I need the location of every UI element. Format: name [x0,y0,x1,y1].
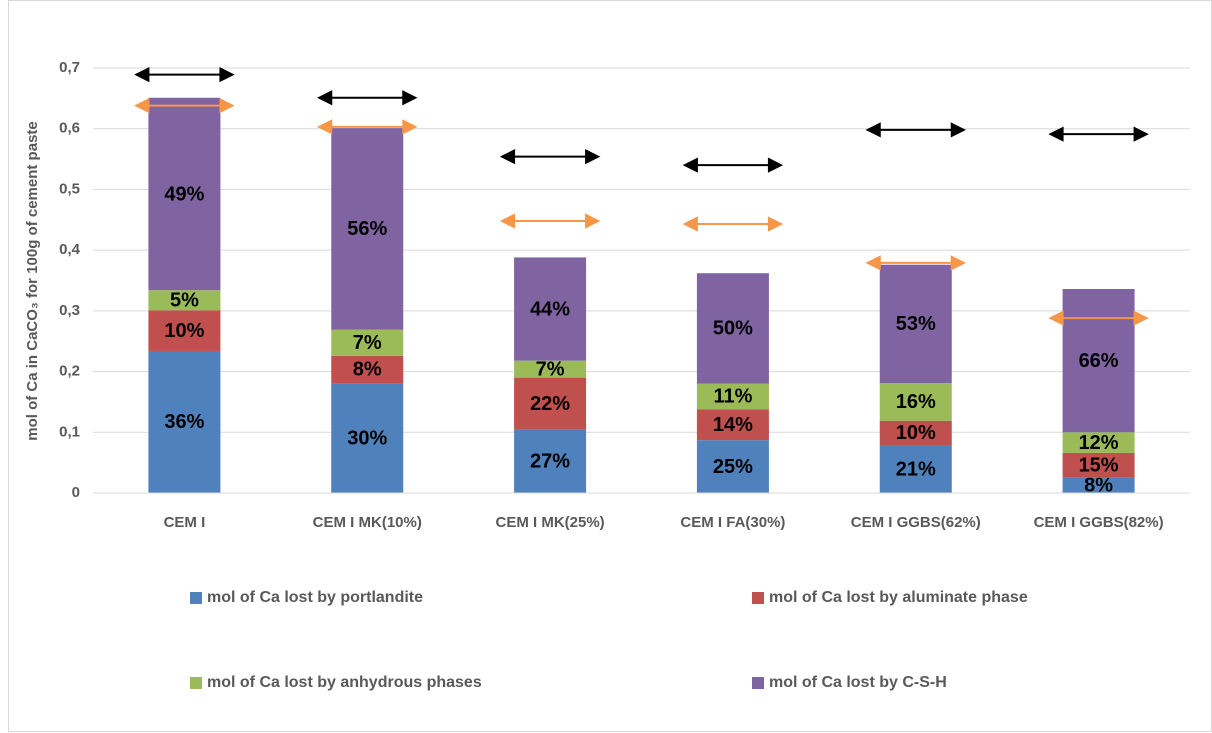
share-label: 14% [713,414,753,436]
bar-segment [331,329,404,356]
bar-segment [1062,452,1135,478]
share-label: 30% [347,427,387,449]
share-label: 49% [164,183,204,205]
bar-segment [1062,432,1135,453]
y-tick-label: 0,3 [59,302,80,319]
x-tick-label: CEM I GGBS(82%) [1034,514,1164,531]
range-arrow [682,216,784,232]
legend-swatch [190,592,202,604]
share-label: 11% [713,386,752,408]
share-label: 10% [896,422,936,444]
y-tick-label: 0,5 [59,180,80,197]
bar-segment [696,273,769,384]
x-tick-label: CEM I MK(10%) [313,514,422,531]
range-arrow [1048,126,1149,142]
y-tick-label: 0 [72,484,80,501]
range-arrow [682,157,784,173]
range-arrow [499,149,601,165]
x-tick-label: CEM I [164,514,206,531]
x-tick-label: CEM I FA(30%) [680,514,785,531]
share-label: 12% [1079,432,1119,454]
legend-label: mol of Ca lost by portlandite [207,589,423,606]
legend-label: mol of Ca lost by anhydrous phases [207,674,482,691]
share-label: 15% [1079,455,1119,477]
legend-swatch [752,677,764,689]
range-arrow [134,67,235,83]
y-tick-label: 0,7 [59,59,80,76]
range-arrow [865,122,966,138]
share-label: 22% [530,393,570,415]
bar-segment [148,310,221,351]
bar-segment [879,420,952,446]
share-label: 21% [896,458,936,480]
bar-segment [879,383,952,421]
range-arrow [1048,310,1149,326]
legend-swatch [752,592,764,604]
bar-segment [514,257,587,361]
y-tick-label: 0,6 [59,120,80,137]
bar-segment [1062,477,1135,493]
x-tick-label: CEM I GGBS(62%) [851,514,981,531]
share-label: 27% [530,451,570,473]
bar-segment [696,409,769,441]
bar-segment [331,383,404,493]
share-label: 66% [1079,350,1119,372]
share-label: 36% [164,411,204,433]
bar-segment [331,355,404,384]
bar-segment [514,360,587,378]
share-label: 7% [353,332,382,354]
x-tick-label: CEM I MK(25%) [495,514,604,531]
share-label: 10% [164,320,204,342]
share-label: 8% [1084,475,1113,497]
share-label: 53% [896,313,936,335]
legend-swatch [190,677,202,689]
bar-segment [696,383,769,410]
legend-label: mol of Ca lost by C-S-H [769,674,947,691]
bar-segment [879,445,952,493]
bar-segment [1062,289,1135,433]
range-arrow [134,98,235,114]
share-label: 16% [896,391,936,413]
bar-segment [514,377,587,430]
share-label: 50% [713,318,753,340]
share-label: 7% [536,358,565,380]
range-arrow [499,213,601,229]
share-label: 56% [347,218,387,240]
share-label: 44% [530,298,570,320]
y-tick-label: 0,2 [59,363,80,380]
bar-segment [331,128,404,330]
bar-segment [148,97,221,291]
share-label: 5% [170,290,199,312]
bar-segment [514,429,587,493]
legend-label: mol of Ca lost by aluminate phase [769,589,1028,606]
y-axis-label: mol of Ca in CaCO₃ for 100g of cement pa… [24,121,41,441]
bar-segment [696,440,769,493]
bar-segment [148,350,221,493]
share-label: 25% [713,456,753,478]
y-tick-label: 0,1 [59,423,80,440]
range-arrow [865,255,966,271]
range-arrow [317,90,418,106]
share-label: 8% [353,359,382,381]
y-tick-label: 0,4 [59,241,81,258]
bar-segment [879,264,952,384]
bar-segment [148,290,221,311]
range-arrow [317,119,418,135]
